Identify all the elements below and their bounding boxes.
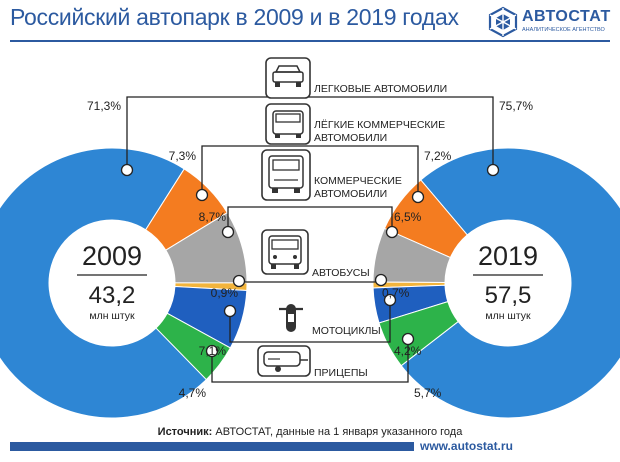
pct-label-2009: 71,3% [87,99,121,113]
slice-2019-passenger_cars [400,147,620,419]
connector-line [229,300,391,343]
category-label: АВТОМОБИЛИ [314,188,387,200]
logo-tagline: АНАЛИТИЧЕСКОЕ АГЕНТСТВО [522,27,605,33]
car-icon [265,57,311,99]
connector-line [211,339,409,383]
category-label: АВТОБУСЫ [312,267,370,279]
pct-label-2009: 7,1% [199,344,227,358]
footer-bar [10,442,414,451]
center-year: 2009 [82,241,142,271]
pct-label-2019: 4,2% [394,344,422,358]
logo-mark-icon [488,6,518,38]
source-text: АВТОСТАТ, данные на 1 января указанного … [215,426,463,438]
category-label: МОТОЦИКЛЫ [312,325,381,337]
connector-dot [486,163,500,177]
connector-dot [411,190,425,204]
connector-dot [374,273,388,287]
slice-2019-trailers [378,301,459,367]
pct-label-2019: 75,7% [499,99,533,113]
pct-label-2019: 6,5% [394,210,422,224]
category-label: АВТОМОБИЛИ [314,132,387,144]
category-label: ПРИЦЕПЫ [314,367,368,379]
pct-label-2019: 0,7% [382,286,410,300]
connector-line [227,206,393,232]
truck-icon [261,149,311,201]
connector-line [126,96,494,170]
pct-label-2009: 7,3% [169,149,197,163]
title-divider [10,40,610,42]
page-title: Российский автопарк в 2009 и в 2019 года… [10,4,459,30]
slice-2019-commercial [372,227,452,284]
connector-line [238,280,382,283]
connector-dot [232,274,246,288]
donut-hole [50,221,174,345]
center-unit: млн штук [485,310,531,322]
source-note: Источник: АВТОСТАТ, данные на 1 января у… [0,426,620,438]
connector-dot [205,344,219,358]
pct-label-2009: 0,9% [211,286,239,300]
connector-dot [120,163,134,177]
connector-dot [385,225,399,239]
logo-name: АВТОСТАТ [522,8,611,25]
pct-label-2009: 8,7% [199,210,227,224]
connector-dot [221,225,235,239]
slice-2009-passenger_cars [0,147,208,419]
category-label: ЛЁГКИЕ КОММЕРЧЕСКИЕ [314,119,445,131]
pct-label-2019: 7,2% [424,149,452,163]
center-value: 57,5 [485,282,532,309]
pct-label-2009: 4,7% [179,386,207,400]
center-year: 2019 [478,241,538,271]
footer-url[interactable]: www.autostat.ru [420,439,513,453]
center-value: 43,2 [89,282,136,309]
connector-lines: 71,3% 75,7% 7,3% 7,2% 8,7% 6,5% 0,9% 0,7% 7,1% 4,… [87,96,533,400]
bus-icon [261,229,309,275]
motorcycle-icon [275,299,307,337]
connector-dot [383,293,397,307]
logo: АВТОСТАТ АНАЛИТИЧЕСКОЕ АГЕНТСТВО [488,6,612,38]
category-label: КОММЕРЧЕСКИЕ [314,175,402,187]
van-icon [265,103,311,145]
center-unit: млн штук [89,310,135,322]
connector-dot [223,304,237,318]
category-label: ЛЕГКОВЫЕ АВТОМОБИЛИ [314,83,447,95]
source-label: Источник: [157,426,213,438]
pct-label-2019: 5,7% [414,386,442,400]
connector-dot [401,332,415,346]
donut-hole [446,221,570,345]
connector-line [201,145,419,197]
trailer-icon [257,345,311,377]
connector-dot [195,188,209,202]
